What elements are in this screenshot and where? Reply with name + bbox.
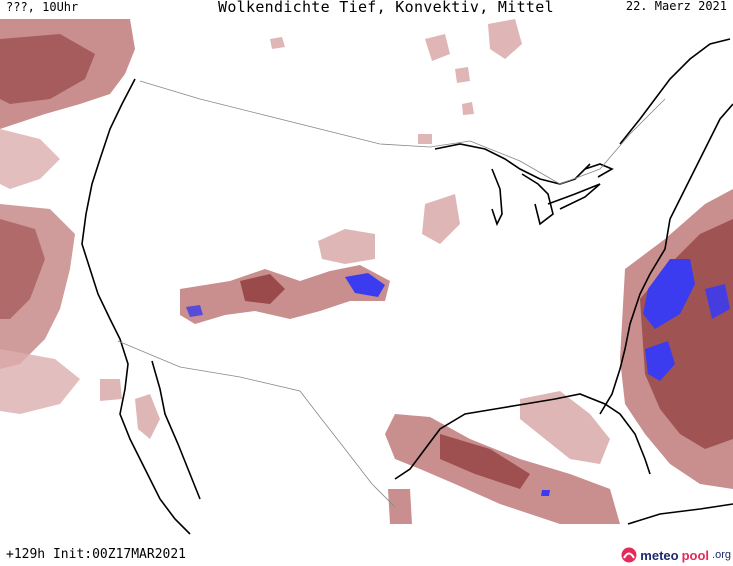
cloud-field-pacific — [0, 204, 80, 414]
cloud-band-gulf — [385, 391, 620, 524]
logo-text-org: .org — [712, 549, 731, 561]
cloud-band-central — [180, 194, 460, 324]
logo-text-meteo: meteo — [640, 547, 679, 563]
political-borders — [117, 80, 666, 508]
meteopool-logo[interactable]: meteo pool .org — [621, 544, 731, 566]
cloud-density-map — [0, 19, 733, 539]
coastlines — [81, 38, 733, 535]
header-bar: ???, 10Uhr Wolkendichte Tief, Konvektiv,… — [0, 0, 733, 20]
map-title: Wolkendichte Tief, Konvektiv, Mittel — [218, 0, 554, 16]
logo-text-pool: pool — [681, 547, 710, 563]
cloud-system-southeast — [620, 189, 733, 489]
meteopool-logo-icon — [621, 547, 637, 563]
cloud-field-northwest — [0, 19, 135, 189]
model-run-info: +129h Init:00Z17MAR2021 — [6, 547, 187, 562]
valid-time-label: ???, 10Uhr — [6, 0, 79, 14]
map-date: 22. Maerz 2021 — [625, 0, 727, 13]
cloud-patches-scattered — [100, 19, 522, 439]
